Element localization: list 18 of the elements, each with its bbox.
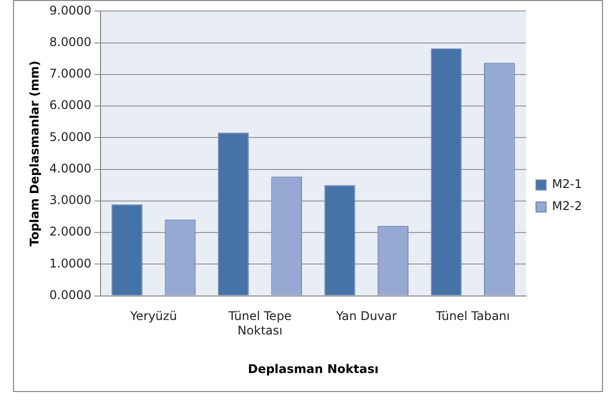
y-tick-label: 9.0000: [49, 3, 92, 18]
y-tick-label: 7.0000: [49, 66, 92, 81]
y-axis-title: Toplam Deplasmanlar (mm): [27, 60, 42, 246]
y-tick-label: 6.0000: [49, 98, 92, 112]
y-tick-label: 5.0000: [49, 130, 92, 144]
y-tick-label: 8.0000: [49, 34, 92, 49]
legend-label: M2-1: [552, 177, 582, 192]
x-axis-title: Deplasman Noktası: [248, 362, 379, 376]
x-tick-label: Tünel Tabanı: [434, 309, 510, 324]
legend-label: M2-2: [552, 199, 582, 214]
y-tick-label: 1.0000: [49, 256, 92, 270]
x-tick-label: Yeryüzü: [129, 309, 177, 324]
x-tick-label: Yan Duvar: [335, 309, 397, 324]
y-tick-label: 3.0000: [49, 193, 92, 208]
y-tick-label: 4.0000: [49, 161, 92, 176]
y-tick-label: 2.0000: [49, 224, 92, 239]
y-tick-label: 0.0000: [49, 288, 92, 302]
x-tick-label: Tünel Tepe Noktası: [227, 309, 292, 338]
